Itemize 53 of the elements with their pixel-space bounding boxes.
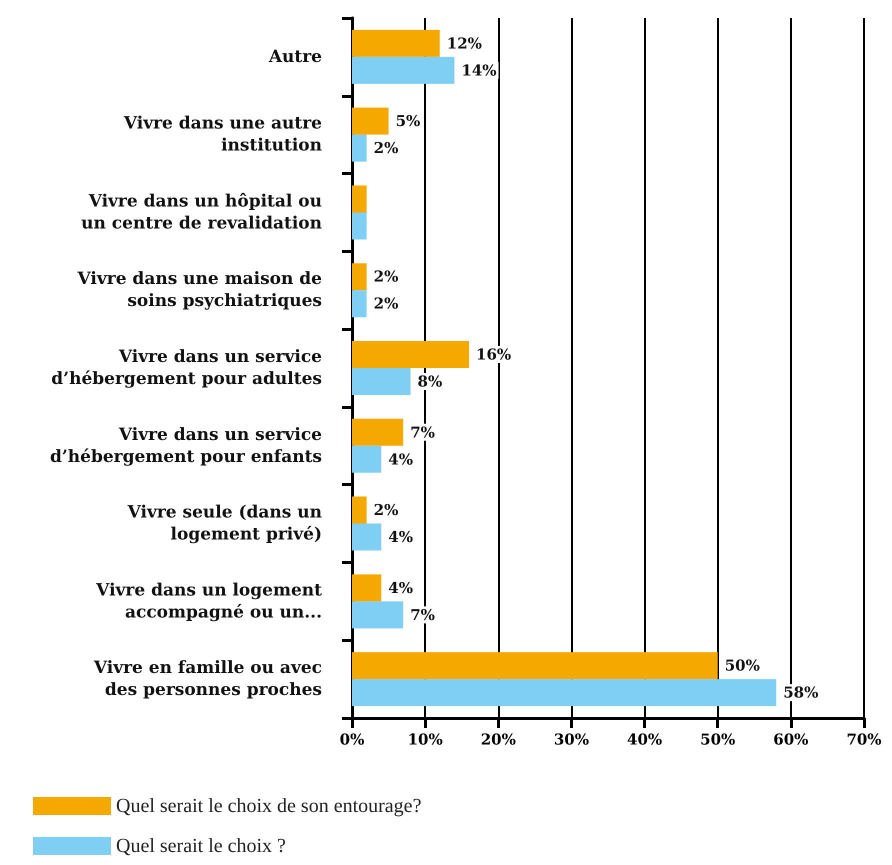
data-label: 12% — [446, 34, 482, 52]
y-tick-label: Vivre dans une autre institution — [122, 114, 322, 156]
bar — [352, 368, 411, 395]
y-tick-label: Vivre en famille ou avec des personnes proches — [92, 658, 322, 700]
bar — [352, 446, 382, 473]
data-label: 50% — [724, 656, 760, 675]
x-tick-label: 40% — [627, 730, 662, 748]
data-label: 7% — [410, 423, 435, 442]
data-label: 4% — [388, 578, 413, 597]
x-tick-label: 30% — [554, 730, 589, 748]
bar — [352, 108, 389, 135]
data-label: 2% — [374, 139, 398, 158]
bar — [352, 496, 367, 524]
bar — [352, 30, 440, 57]
bar — [352, 341, 470, 368]
bar — [352, 212, 367, 240]
bar — [352, 601, 404, 628]
bar — [352, 134, 367, 162]
data-label: 2% — [374, 268, 398, 286]
bar — [352, 679, 776, 706]
data-label: 58% — [783, 684, 818, 702]
bar — [352, 418, 404, 446]
y-tick-label: Vivre seule (dans un logement privé) — [126, 502, 322, 545]
data-label: 16% — [476, 346, 512, 364]
data-label: 8% — [418, 372, 442, 390]
y-tick-label: Vivre dans un service d’hébergement pour adultes — [51, 347, 322, 389]
data-label: 7% — [410, 606, 435, 624]
y-tick-label: Vivre dans un logement accompagné ou un... — [95, 580, 322, 622]
data-label: 2% — [374, 294, 398, 313]
data-label: 2% — [374, 501, 398, 520]
y-tick-label: Vivre dans un hôpital ou un centre de revalidation — [81, 191, 322, 234]
x-tick-label: 70% — [846, 730, 882, 748]
legend-label: Quel serait le choix de son entourage? — [116, 795, 422, 817]
y-tick-label: Autre — [268, 46, 322, 67]
y-tick-label: Vivre dans une maison de soins psychiatriques — [76, 269, 322, 312]
data-label: 4% — [388, 528, 413, 546]
x-tick-label: 0% — [340, 730, 364, 748]
data-label: 14% — [461, 61, 497, 80]
x-tick-label: 10% — [408, 730, 443, 748]
bar — [352, 524, 382, 551]
bar — [352, 263, 367, 290]
y-tick-label: Vivre dans un service d’hébergement pour enfants — [50, 424, 322, 467]
bar — [352, 56, 454, 84]
legend-label: Quel serait le choix ? — [116, 835, 286, 857]
x-tick-label: 20% — [480, 730, 516, 748]
bar — [352, 290, 367, 318]
bar — [352, 185, 367, 212]
bar — [352, 574, 382, 602]
x-tick-label: 60% — [773, 730, 808, 748]
data-label: 5% — [396, 112, 420, 130]
bar — [352, 652, 718, 680]
data-label: 4% — [388, 450, 413, 468]
x-tick-label: 50% — [700, 730, 736, 748]
